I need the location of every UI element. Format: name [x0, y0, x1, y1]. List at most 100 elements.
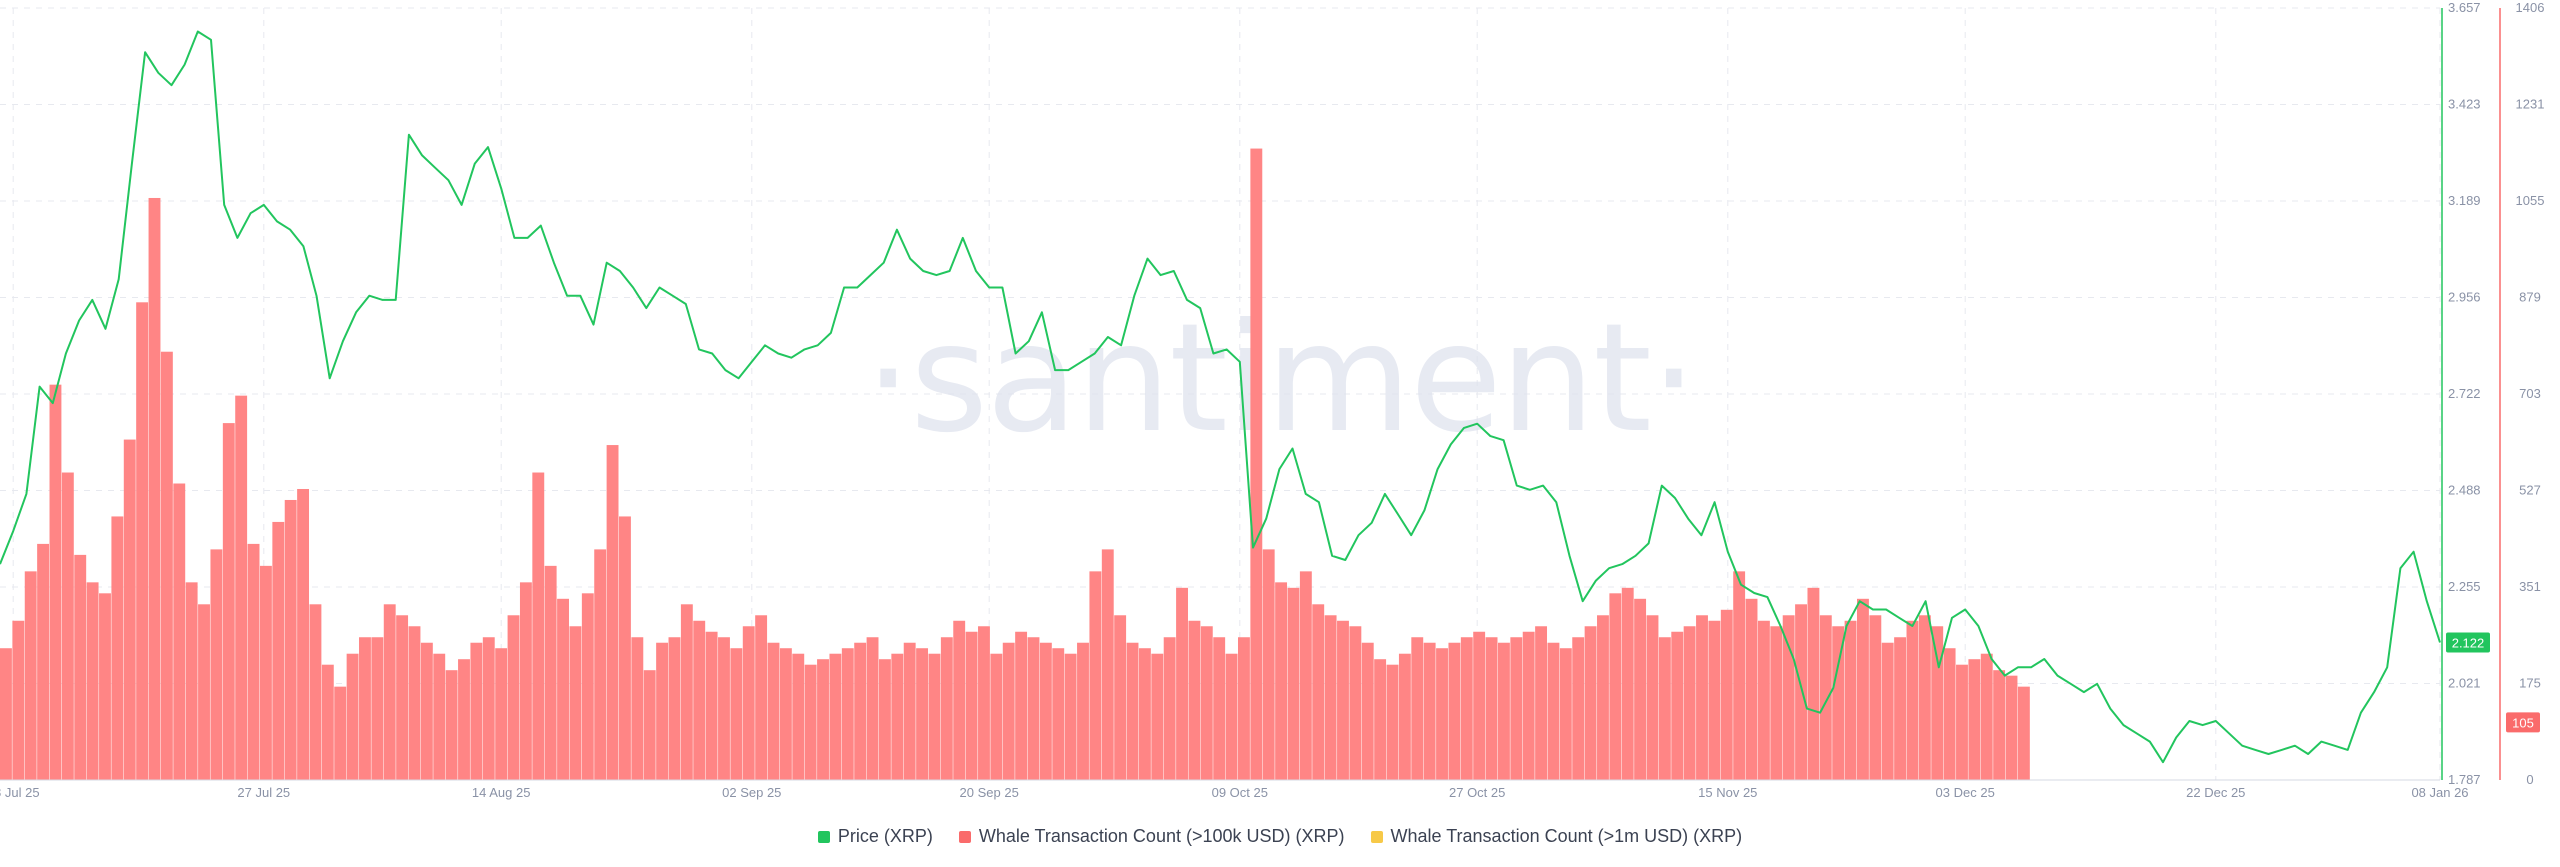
whale-bar	[309, 604, 322, 780]
whale-bar	[86, 582, 99, 780]
whale-bar	[408, 626, 421, 780]
whale-bar	[1757, 620, 1770, 780]
whale-bar	[693, 620, 706, 780]
whale-bar	[1213, 637, 1226, 780]
count-tick-label: 879	[2519, 290, 2541, 305]
whale-bar	[284, 499, 297, 780]
x-tick-label: 27 Jul 25	[237, 785, 290, 800]
whale-bar	[185, 582, 198, 780]
whale-bar	[1027, 637, 1040, 780]
grid-layer	[0, 7, 2441, 781]
whale-bar	[495, 648, 508, 780]
whale-bar	[1956, 664, 1968, 780]
x-tick-label: 03 Dec 25	[1936, 785, 1995, 800]
legend-item-price[interactable]: Price (XRP)	[817, 826, 933, 847]
whale-bar	[1312, 604, 1325, 780]
count-tick-label: 1055	[2516, 193, 2545, 208]
price-tick-label: 3.657	[2448, 0, 2481, 15]
legend-swatch-whale-1m	[1370, 830, 1383, 843]
legend: Price (XRP) Whale Transaction Count (>10…	[0, 826, 2560, 847]
whale-bar	[1795, 604, 1807, 780]
whale-bar	[767, 642, 780, 780]
whale-bar	[841, 648, 854, 780]
whale-bar	[631, 637, 644, 780]
whale-bar	[829, 653, 842, 780]
x-tick-label: 27 Oct 25	[1449, 785, 1505, 800]
price-tick-label: 2.722	[2448, 386, 2481, 401]
whale-bar	[458, 659, 470, 780]
whale-bar	[482, 637, 495, 780]
whale-bar	[1980, 653, 1993, 780]
whale-bar	[854, 642, 867, 780]
whale-bar	[222, 423, 235, 780]
whale-bar	[1448, 642, 1461, 780]
whale-bar	[581, 593, 594, 780]
whale-bar	[1262, 549, 1275, 780]
whale-bar	[606, 445, 619, 780]
count-tick-label: 175	[2519, 676, 2541, 691]
whale-bar	[160, 351, 173, 780]
whale-bar	[1398, 653, 1411, 780]
x-tick-label: 14 Aug 25	[472, 785, 531, 800]
count-tick-label: 527	[2519, 483, 2541, 498]
whale-bar	[1039, 642, 1052, 780]
whale-bar	[965, 631, 978, 780]
axes-layer: 3.657 3.423 3.189 2.956 2.722 2.488 2.255 2.021…	[0, 0, 2544, 800]
whale-bar	[99, 593, 111, 780]
whale-bar	[1609, 593, 1622, 780]
whale-bar	[470, 642, 483, 780]
price-tick-label: 2.021	[2448, 676, 2481, 691]
whale-bar	[1460, 637, 1473, 780]
whale-bar	[1559, 648, 1572, 780]
legend-item-whale-100k[interactable]: Whale Transaction Count (>100k USD) (XRP…	[958, 826, 1345, 847]
whale-bar	[1423, 642, 1436, 780]
santiment-watermark: ·santiment·	[864, 292, 1695, 466]
whale-bars-layer	[0, 148, 2030, 780]
price-tick-label: 3.189	[2448, 193, 2481, 208]
whale-bar	[569, 626, 582, 780]
x-tick-label: 02 Sep 25	[722, 785, 781, 800]
count-tick-label: 703	[2519, 386, 2541, 401]
whale-bar	[1770, 626, 1783, 780]
x-tick-label: 20 Sep 25	[960, 785, 1019, 800]
whale-bar	[507, 615, 520, 780]
whale-bar	[755, 615, 768, 780]
whale-bar	[1089, 571, 1102, 780]
whale-bar	[198, 604, 210, 780]
whale-bar	[235, 395, 248, 780]
whale-bar	[1943, 648, 1956, 780]
whale-bar	[61, 472, 74, 780]
whale-bar	[779, 648, 792, 780]
count-tick-label: 351	[2519, 579, 2541, 594]
whale-bar	[1918, 615, 1931, 780]
whale-bar	[74, 554, 87, 780]
whale-bar	[1535, 626, 1548, 780]
whale-bar	[1597, 615, 1609, 780]
whale-bar	[878, 659, 891, 780]
current-price-badge	[2446, 632, 2490, 653]
whale-bar	[1869, 615, 1882, 780]
whale-bar	[1696, 615, 1708, 780]
whale-bar	[1015, 631, 1028, 780]
whale-bar	[1176, 587, 1188, 780]
whale-bar	[1832, 626, 1845, 780]
whale-bar	[1077, 642, 1089, 780]
whale-bar	[173, 483, 186, 780]
x-tick-label: 22 Dec 25	[2186, 785, 2245, 800]
whale-bar	[1114, 615, 1127, 780]
whale-bar	[953, 620, 966, 780]
whale-bar	[24, 571, 37, 780]
count-tick-label: 1406	[2516, 0, 2545, 15]
whale-bar	[928, 653, 941, 780]
whale-bar	[1250, 148, 1263, 780]
whale-bar	[210, 549, 223, 780]
whale-bar	[371, 637, 384, 780]
whale-bar	[272, 521, 285, 780]
legend-item-whale-1m[interactable]: Whale Transaction Count (>1m USD) (XRP)	[1370, 826, 1742, 847]
whale-bar	[1052, 648, 1065, 780]
whale-bar	[2017, 686, 2030, 780]
whale-bar	[891, 653, 904, 780]
whale-bar	[1411, 637, 1424, 780]
